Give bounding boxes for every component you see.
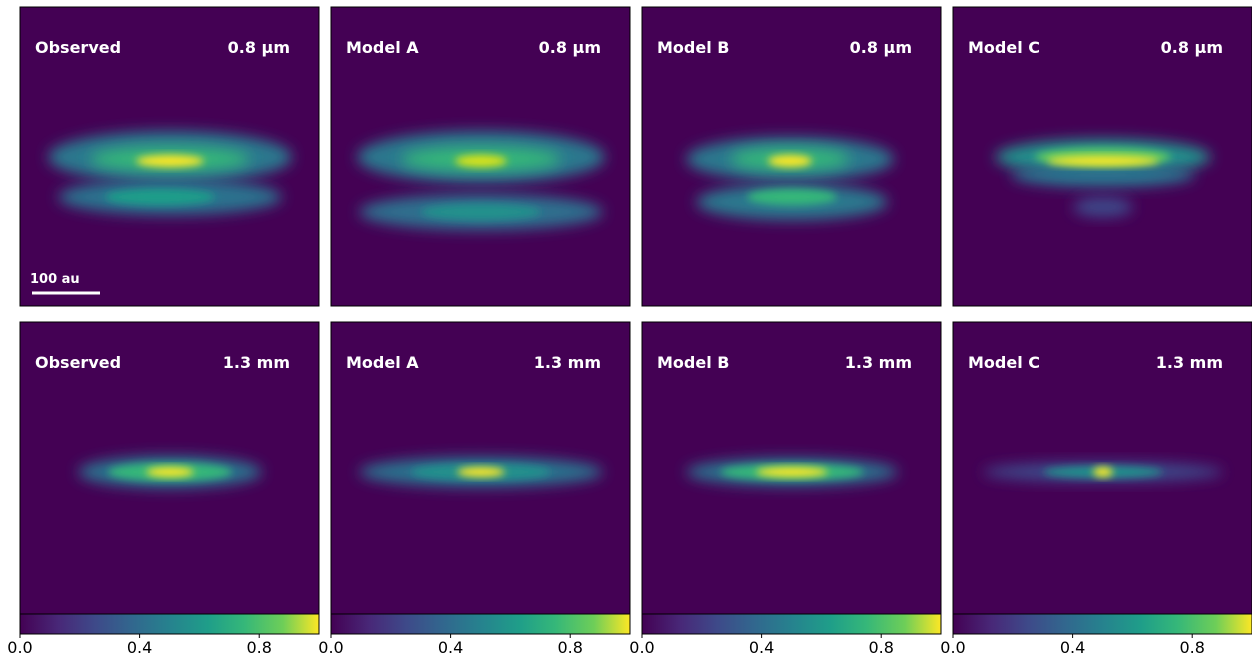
colorbar <box>20 614 319 634</box>
band-label: 1.3 mm <box>223 353 290 372</box>
emission-blob <box>1011 163 1195 187</box>
colorbar-tick-label: 0.8 <box>1179 638 1204 656</box>
colorbar <box>953 614 1252 634</box>
band-label: 0.8 μm <box>228 38 290 57</box>
emission-blob <box>1047 156 1159 166</box>
emission-blob <box>747 189 837 205</box>
colorbar-tick-label: 0.0 <box>318 638 343 656</box>
band-label: 0.8 μm <box>539 38 601 57</box>
panel: Model C 0.8 μm <box>953 7 1252 306</box>
emission-blob <box>136 155 204 167</box>
band-label: 1.3 mm <box>534 353 601 372</box>
colorbar-tick-label: 0.4 <box>749 638 774 656</box>
image-emission <box>48 131 292 215</box>
colorbar-tick-label: 0.0 <box>7 638 32 656</box>
colorbar-tick-label: 0.0 <box>629 638 654 656</box>
panel-label: Model A <box>346 38 419 57</box>
panel-label: Model B <box>657 353 729 372</box>
image-emission <box>983 462 1223 482</box>
panel-label: Model A <box>346 353 419 372</box>
colorbar-tick-label: 0.4 <box>1060 638 1085 656</box>
panel: Model A 1.3 mm 0.0 0.4 0.8 <box>318 322 630 656</box>
colorbar <box>331 614 630 634</box>
image-emission <box>686 458 898 486</box>
band-label: 1.3 mm <box>845 353 912 372</box>
emission-blob <box>1093 467 1113 477</box>
colorbar-tick-label: 0.4 <box>438 638 463 656</box>
panel-label: Model C <box>968 38 1040 57</box>
colorbar-tick-label: 0.8 <box>868 638 893 656</box>
emission-blob <box>421 204 541 220</box>
colorbar-tick-label: 0.8 <box>246 638 271 656</box>
band-label: 0.8 μm <box>850 38 912 57</box>
panel: Observed 1.3 mm 0.0 0.4 0.8 <box>7 322 319 656</box>
panel-label: Model C <box>968 353 1040 372</box>
emission-blob <box>455 155 507 167</box>
colorbar <box>642 614 941 634</box>
panel: Model A 0.8 μm <box>331 7 630 306</box>
scale-bar-label: 100 au <box>30 272 80 287</box>
image-emission <box>78 456 262 488</box>
colorbar-tick-label: 0.8 <box>557 638 582 656</box>
panel: Model B 0.8 μm <box>642 7 941 306</box>
panel-label: Observed <box>35 38 121 57</box>
panel: Model B 1.3 mm 0.0 0.4 0.8 <box>629 322 941 656</box>
emission-blob <box>146 467 194 477</box>
emission-blob <box>756 467 828 477</box>
figure: Observed0.8 μm100 auModel A0.8 μmModel B… <box>0 0 1252 656</box>
panel-label: Model B <box>657 38 729 57</box>
panel-label: Observed <box>35 353 121 372</box>
band-label: 0.8 μm <box>1161 38 1223 57</box>
panel: Model C 1.3 mm 0.0 0.4 0.8 <box>940 322 1252 656</box>
emission-blob <box>1073 197 1133 217</box>
band-label: 1.3 mm <box>1156 353 1223 372</box>
emission-blob <box>105 189 215 205</box>
emission-blob <box>457 467 505 477</box>
image-emission <box>359 457 603 487</box>
panel: Observed 0.8 μm 100 au <box>20 7 319 306</box>
emission-blob <box>768 155 812 167</box>
colorbar-tick-label: 0.4 <box>127 638 152 656</box>
colorbar-tick-label: 0.0 <box>940 638 965 656</box>
